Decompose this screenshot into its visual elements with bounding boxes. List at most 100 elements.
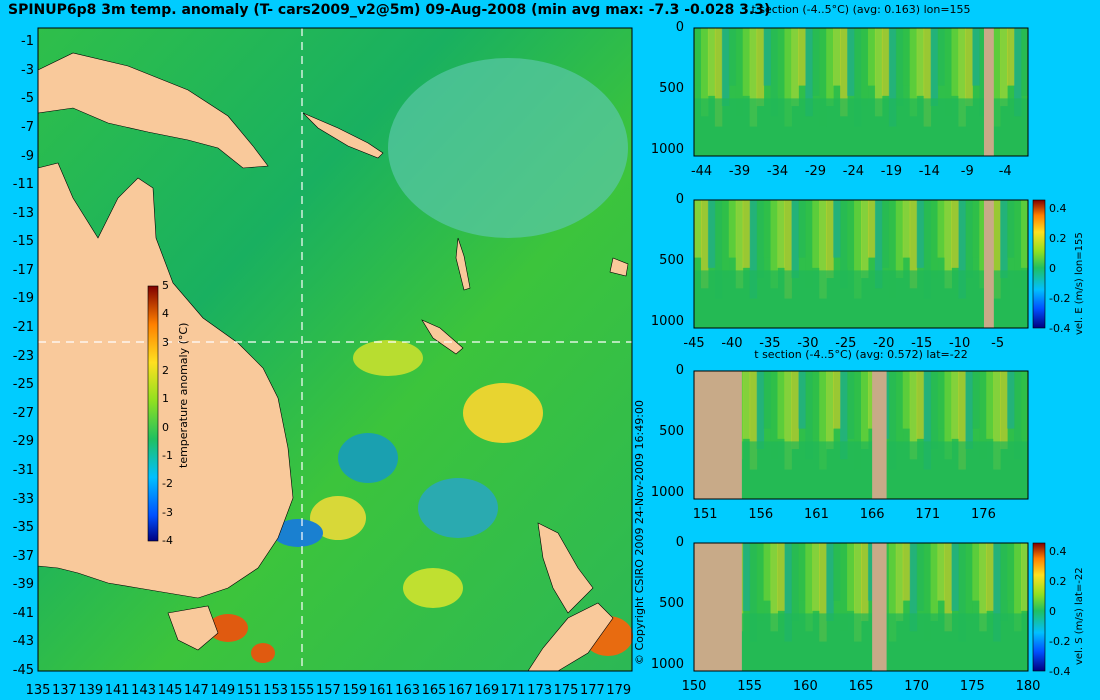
section-stripe (819, 28, 827, 127)
new-zealand-north (537, 522, 594, 614)
p3-x-tick: 171 (915, 507, 941, 522)
section-stripe (972, 543, 980, 601)
cb4-tick: 0.2 (1049, 574, 1067, 588)
section-land (983, 200, 994, 328)
map-colorbar (147, 285, 159, 542)
p1-x-tick: -19 (880, 164, 902, 179)
section-stripe (874, 28, 883, 117)
section-stripe (867, 371, 876, 429)
section-stripe (707, 28, 716, 96)
land-masses (37, 52, 629, 672)
section-stripe (847, 543, 855, 611)
section-stripe (895, 371, 904, 450)
map-x-tick: 147 (183, 683, 209, 698)
section-stripe (1014, 200, 1022, 289)
section-stripe (721, 28, 730, 107)
deep-layer (694, 98, 1028, 156)
section-stripe (881, 200, 890, 268)
p1-x-tick: -24 (842, 164, 865, 179)
section-stripe (916, 28, 925, 96)
section-stripe (791, 28, 799, 107)
vanuatu (455, 237, 471, 291)
section-stripe (819, 200, 827, 299)
map-y-tick: -19 (12, 291, 34, 307)
section-stripe (763, 200, 772, 258)
section-stripe (749, 200, 758, 299)
p1-x-tick: -14 (918, 164, 940, 179)
p2-x-tick: -5 (991, 336, 1005, 351)
map-x-tick: 141 (104, 683, 130, 698)
p4-x-tick: 180 (1015, 679, 1041, 694)
velocity-colorbar-scale (1032, 542, 1046, 672)
section-stripe (714, 200, 723, 299)
section-stripe (916, 543, 925, 611)
map-x-tick: 135 (25, 683, 51, 698)
map-x-tick: 169 (474, 683, 500, 698)
map-y-tick: -7 (21, 120, 34, 136)
map-colorbar-tick: -1 (162, 449, 173, 462)
section-stripe (756, 543, 765, 622)
section-stripe (867, 28, 876, 86)
cool-patch (418, 478, 498, 538)
section-stripe (826, 371, 834, 450)
section-stripe (895, 28, 904, 107)
p2-y-tick: 500 (659, 252, 684, 268)
section-stripe (909, 371, 918, 460)
map-y-tick: -39 (12, 577, 34, 593)
map-x-tick: 177 (579, 683, 605, 698)
p2-x-tick: -15 (911, 336, 933, 351)
map-y-tick: -13 (12, 205, 34, 221)
section-stripe (861, 28, 869, 107)
map-y-tick: -11 (12, 177, 34, 193)
p3-x-tick: 161 (804, 507, 829, 522)
section-stripe (923, 371, 932, 470)
deep-layer (694, 270, 1028, 328)
section-stripe (861, 543, 869, 622)
cb2-tick: 0.4 (1049, 201, 1067, 215)
section-land (983, 28, 994, 156)
section-stripe (694, 28, 702, 86)
section-stripe (867, 543, 876, 601)
p1-y-tick: 500 (659, 80, 684, 96)
p4-y-tick: 0 (675, 535, 684, 550)
section-stripe (993, 200, 1001, 299)
section-stripe (784, 200, 792, 299)
fiji (609, 257, 629, 277)
section-stripe (937, 371, 945, 429)
p4-x-tick: 175 (959, 679, 985, 694)
cb2-tick: -0.2 (1049, 291, 1071, 305)
section-stripe (854, 371, 862, 470)
section-stripe (833, 28, 841, 86)
section-stripe (777, 543, 785, 611)
section-stripe (895, 200, 904, 279)
map-y-tick: -9 (21, 148, 34, 164)
section-stripe (888, 28, 897, 127)
map-y-tick: -1 (21, 34, 34, 50)
vel-s-section (693, 542, 1029, 672)
warm-patch (353, 340, 423, 376)
section-stripe (993, 371, 1001, 470)
section-stripe (742, 28, 751, 96)
section-stripe (937, 28, 945, 86)
section-stripe (1000, 543, 1008, 622)
section-stripe (854, 200, 862, 299)
map-y-tick: -17 (12, 262, 34, 278)
section-stripe (840, 28, 848, 117)
section-stripe (1021, 371, 1029, 439)
section-stripe (916, 371, 925, 439)
p1-x-tick: -29 (804, 164, 827, 179)
section-stripe (756, 371, 765, 450)
map-x-tick: 163 (395, 683, 420, 698)
map-y-tick: -15 (12, 234, 34, 250)
map-colorbar-tick: 3 (162, 335, 169, 349)
map-x-tick: 157 (315, 683, 341, 698)
section-stripe (777, 28, 785, 96)
section-stripe (986, 371, 994, 439)
section-stripe (784, 543, 792, 642)
section-stripe (979, 200, 987, 289)
p3-x-tick: 176 (971, 507, 996, 522)
section-stripe (805, 371, 813, 460)
cool-patch (338, 433, 398, 483)
section-stripe (833, 543, 841, 601)
section-stripe (798, 543, 806, 601)
